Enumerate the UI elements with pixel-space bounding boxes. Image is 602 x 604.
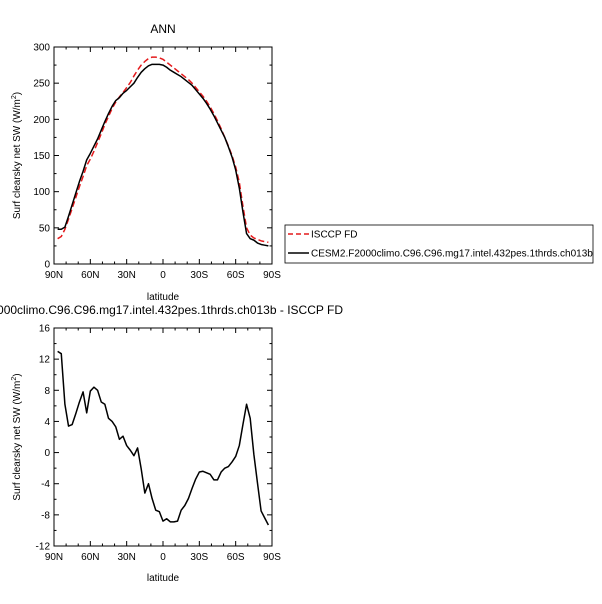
top-chart-x-tick-labels: 90N 60N 30N 0 30S 60S 90S	[45, 270, 281, 281]
x-tick-label: 30N	[117, 270, 135, 281]
y-tick-label: -4	[41, 479, 50, 490]
x-tick-label: 90N	[45, 552, 63, 563]
top-chart-ylabel: Surf clearsky net SW (W/m2)	[11, 92, 23, 219]
top-chart-ylabel-main: Surf clearsky net SW (W/m	[12, 99, 23, 219]
bottom-chart-series	[57, 350, 270, 526]
y-tick-label: 4	[44, 417, 50, 428]
series-line-0	[57, 56, 269, 244]
top-chart-xlabel: latitude	[147, 292, 180, 303]
y-tick-label: 250	[33, 79, 50, 90]
y-tick-label: 0	[44, 260, 50, 271]
bottom-chart-title: F2000climo.C96.C96.mg17.intel.432pes.1th…	[0, 303, 343, 317]
bottom-chart-ylabel: Surf clearsky net SW (W/m2)	[11, 373, 23, 500]
bottom-chart-xlabel: latitude	[147, 573, 180, 584]
top-chart-ticks	[53, 46, 273, 265]
top-chart-frame	[53, 46, 273, 265]
x-tick-label: 90S	[263, 270, 281, 281]
bottom-chart-ylabel-tail: )	[12, 373, 23, 376]
x-tick-label: 90N	[45, 270, 63, 281]
x-tick-label: 30S	[190, 552, 208, 563]
x-tick-label: 60S	[227, 552, 245, 563]
bottom-chart-ylabel-main: Surf clearsky net SW (W/m	[12, 381, 23, 501]
legend-label-cesm2: CESM2.F2000climo.C96.C96.mg17.intel.432p…	[311, 249, 593, 260]
bottom-chart-x-tick-labels: 90N 60N 30N 0 30S 60S 90S	[45, 552, 281, 563]
y-tick-label: 8	[44, 386, 50, 397]
x-tick-label: 90S	[263, 552, 281, 563]
top-chart-series	[57, 56, 269, 247]
x-tick-label: 30S	[190, 270, 208, 281]
legend-box	[284, 224, 594, 264]
y-tick-label: 150	[33, 151, 50, 162]
legend-label-isccp: ISCCP FD	[311, 230, 358, 241]
y-tick-label: 50	[39, 223, 51, 234]
x-tick-label: 60N	[81, 552, 99, 563]
top-chart-y-tick-labels: 0 50 100 150 200 250 300	[33, 43, 50, 271]
x-tick-label: 0	[160, 552, 166, 563]
top-chart-title: ANN	[150, 22, 175, 36]
series-line-0	[57, 350, 270, 526]
x-tick-label: 30N	[117, 552, 135, 563]
y-tick-label: 100	[33, 187, 50, 198]
bottom-chart-y-tick-labels: -12 -8 -4 0 4 8 12 16	[36, 324, 51, 553]
y-tick-label: -12	[36, 542, 51, 553]
bottom-chart-ticks	[53, 327, 273, 547]
y-tick-label: 16	[39, 324, 51, 335]
y-tick-label: 12	[39, 355, 51, 366]
y-tick-label: 0	[44, 448, 50, 459]
bottom-chart-frame	[53, 327, 273, 547]
x-tick-label: 60N	[81, 270, 99, 281]
top-chart-ylabel-tail: )	[12, 92, 23, 95]
x-tick-label: 0	[160, 270, 166, 281]
y-tick-label: 300	[33, 43, 50, 54]
x-tick-label: 60S	[227, 270, 245, 281]
legend: ISCCP FD CESM2.F2000climo.C96.C96.mg17.i…	[284, 224, 594, 264]
y-tick-label: 200	[33, 115, 50, 126]
top-chart-ylabel-sup: 2	[11, 95, 18, 99]
y-tick-label: -8	[41, 510, 50, 521]
bottom-chart: F2000climo.C96.C96.mg17.intel.432pes.1th…	[0, 303, 343, 584]
bottom-chart-ylabel-sup: 2	[11, 377, 18, 381]
series-line-1	[57, 63, 269, 247]
